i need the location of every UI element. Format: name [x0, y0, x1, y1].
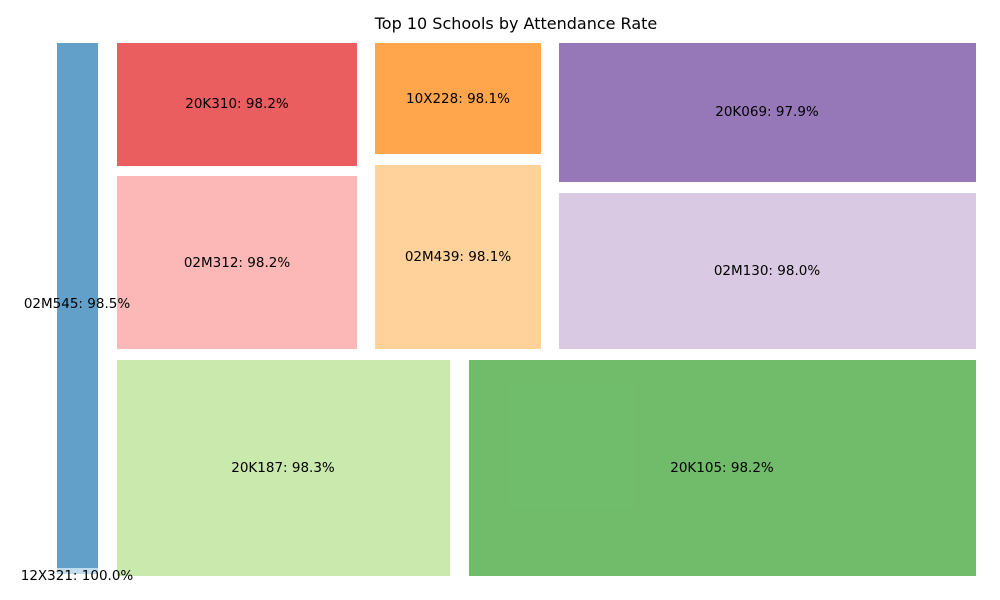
tile-label-20k105: 20K105: 98.2% [670, 460, 774, 476]
treemap-tile-20k105 [469, 360, 976, 576]
tile-label-02m130: 02M130: 98.0% [714, 263, 820, 279]
tile-label-20k187: 20K187: 98.3% [231, 460, 335, 476]
treemap-tile-20k069 [559, 43, 976, 182]
tile-label-12x321: 12X321: 100.0% [21, 568, 134, 584]
tile-label-10x228: 10X228: 98.1% [406, 91, 510, 107]
treemap-tiles [57, 43, 976, 576]
treemap-tile-12x321 [57, 568, 98, 574]
treemap-labels: 12X321: 100.0% 02M545: 98.5% 20K187: 98.3%… [21, 91, 821, 584]
treemap-tile-02m545 [57, 43, 98, 568]
treemap-tile-20k310 [117, 43, 357, 166]
treemap-tile-20k187 [117, 360, 450, 576]
treemap-tile-02m130 [559, 193, 976, 349]
tile-label-02m545: 02M545: 98.5% [24, 296, 130, 312]
tile-label-02m439: 02M439: 98.1% [405, 249, 511, 265]
treemap-tile-02m312 [117, 176, 357, 349]
tile-label-20k069: 20K069: 97.9% [715, 104, 819, 120]
tile-label-20k310: 20K310: 98.2% [185, 96, 289, 112]
treemap-tile-10x228 [375, 43, 541, 154]
treemap-tile-02m439 [375, 165, 541, 349]
chart-title: Top 10 Schools by Attendance Rate [374, 14, 658, 33]
tile-label-02m312: 02M312: 98.2% [184, 255, 290, 271]
